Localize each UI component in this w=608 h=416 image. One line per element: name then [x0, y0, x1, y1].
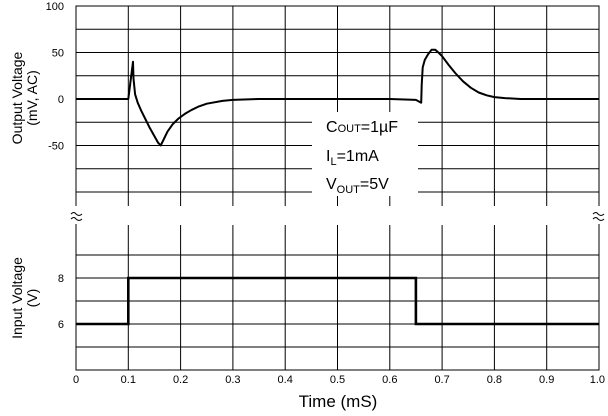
output-y-tick-label: -50 — [48, 141, 64, 153]
x-tick-label: 0.3 — [225, 374, 240, 386]
svg-text:(mV, AC): (mV, AC) — [24, 70, 40, 126]
axis-break-right — [592, 206, 606, 224]
x-tick-label: 0.1 — [121, 374, 136, 386]
x-tick-label: 0.9 — [539, 374, 554, 386]
output-y-axis-label: Output Voltage (mV, AC) — [9, 51, 40, 144]
input-grid — [75, 225, 600, 370]
svg-text:(V): (V) — [24, 289, 40, 308]
input-y-tick-label: 8 — [58, 273, 64, 285]
x-tick-label: 0.7 — [434, 374, 449, 386]
input-y-tick-label: 6 — [58, 319, 64, 331]
output-y-tick-labels: -50 0 50 100 — [46, 1, 64, 153]
x-tick-labels: 0 0.1 0.2 0.3 0.4 0.5 0.6 0.7 0.8 0.9 1.0 — [73, 374, 605, 386]
x-tick-label: 0.4 — [278, 374, 293, 386]
il-annotation: IL=1mA — [326, 148, 379, 168]
x-tick-label: 0.8 — [487, 374, 502, 386]
output-y-tick-label: 50 — [52, 48, 64, 60]
output-voltage-series — [76, 48, 599, 147]
x-axis-label: Time (mS) — [299, 392, 378, 411]
input-y-tick-labels: 68 — [58, 273, 64, 331]
output-y-tick-label: 0 — [58, 94, 64, 106]
vout-annotation: VOUT=5V — [326, 176, 389, 196]
axis-break-gap — [77, 206, 598, 225]
svg-text:Output Voltage: Output Voltage — [9, 51, 25, 144]
conditions-annotation: COUT=1µF IL=1mA VOUT=5V — [312, 112, 418, 196]
input-voltage-series — [76, 276, 599, 326]
svg-text:Input Voltage: Input Voltage — [9, 257, 25, 339]
x-tick-label: 0.6 — [382, 374, 397, 386]
axis-break-left — [70, 206, 83, 224]
x-tick-label: 0.5 — [330, 374, 345, 386]
output-y-tick-label: 100 — [46, 1, 64, 13]
x-tick-label: 1.0 — [590, 374, 605, 386]
x-tick-label: 0 — [73, 374, 79, 386]
input-y-axis-label: Input Voltage (V) — [9, 257, 40, 339]
x-tick-label: 0.2 — [173, 374, 188, 386]
cout-annotation: COUT=1µF — [326, 119, 398, 136]
